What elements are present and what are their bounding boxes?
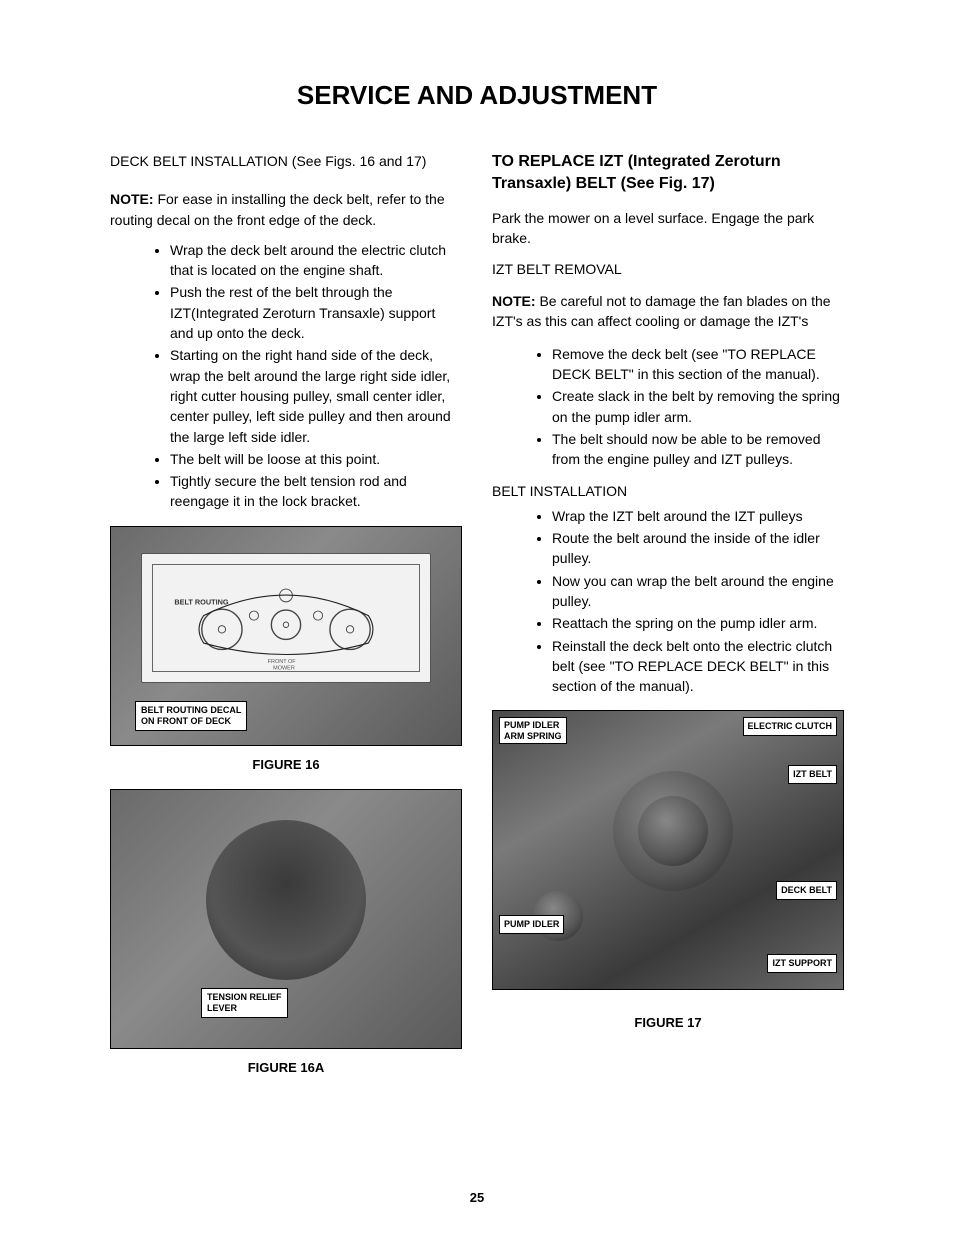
figure-17-image: PUMP IDLER ARM SPRING ELECTRIC CLUTCH IZ… [492, 710, 844, 990]
figure-17: PUMP IDLER ARM SPRING ELECTRIC CLUTCH IZ… [492, 710, 844, 1033]
bullet-item: Push the rest of the belt through the IZ… [170, 282, 462, 343]
bullet-item: Reattach the spring on the pump idler ar… [552, 613, 844, 633]
callout-pump-idler-arm-spring: PUMP IDLER ARM SPRING [499, 717, 567, 744]
deck-belt-install-heading: DECK BELT INSTALLATION (See Figs. 16 and… [110, 151, 462, 171]
figure-16a: TENSION RELIEF LEVER FIGURE 16A [110, 789, 462, 1078]
park-mower-para: Park the mower on a level surface. Engag… [492, 208, 844, 249]
two-column-layout: DECK BELT INSTALLATION (See Figs. 16 and… [110, 151, 844, 1087]
svg-text:MOWER: MOWER [273, 665, 295, 670]
note-text: Be careful not to damage the fan blades … [492, 293, 831, 329]
note-label: NOTE: [110, 191, 154, 207]
decal-inner: BELT ROUTING FRONT OF [152, 564, 420, 672]
page-number: 25 [0, 1190, 954, 1205]
izt-removal-heading: IZT BELT REMOVAL [492, 259, 844, 279]
tension-relief-line2: LEVER [207, 1003, 282, 1014]
belt-routing-decal: BELT ROUTING FRONT OF [141, 553, 431, 683]
belt-install-bullets: Wrap the IZT belt around the IZT pulleys… [492, 506, 844, 697]
bullet-item: Reinstall the deck belt onto the electri… [552, 636, 844, 697]
left-column: DECK BELT INSTALLATION (See Figs. 16 and… [110, 151, 462, 1087]
bullet-item: Now you can wrap the belt around the eng… [552, 571, 844, 612]
bullet-item: The belt should now be able to be remove… [552, 429, 844, 470]
decal-label-line1: BELT ROUTING DECAL [141, 705, 241, 716]
figure-16a-image: TENSION RELIEF LEVER [110, 789, 462, 1049]
figure-17-caption: FIGURE 17 [492, 1014, 844, 1033]
deck-belt-note: NOTE: For ease in installing the deck be… [110, 189, 462, 230]
belt-routing-diagram: BELT ROUTING FRONT OF [167, 579, 405, 671]
figure-16-caption: FIGURE 16 [110, 756, 462, 775]
bullet-item: The belt will be loose at this point. [170, 449, 462, 469]
callout-deck-belt: DECK BELT [776, 881, 837, 900]
belt-install-heading: BELT INSTALLATION [492, 481, 844, 501]
decal-label-line2: ON FRONT OF DECK [141, 716, 241, 727]
deck-housing [206, 820, 366, 980]
tension-relief-line1: TENSION RELIEF [207, 992, 282, 1003]
bullet-item: Route the belt around the inside of the … [552, 528, 844, 569]
callout-line: PUMP IDLER [504, 720, 562, 730]
note-label: NOTE: [492, 293, 536, 309]
figure-16a-caption: FIGURE 16A [110, 1059, 462, 1078]
callout-pump-idler: PUMP IDLER [499, 915, 564, 934]
note-text: For ease in installing the deck belt, re… [110, 191, 445, 227]
bullet-item: Create slack in the belt by removing the… [552, 386, 844, 427]
svg-text:BELT ROUTING: BELT ROUTING [174, 597, 229, 606]
figure-16-image: BELT ROUTING FRONT OF [110, 526, 462, 746]
bullet-item: Tightly secure the belt tension rod and … [170, 471, 462, 512]
tension-relief-label-box: TENSION RELIEF LEVER [201, 988, 288, 1018]
decal-label-box: BELT ROUTING DECAL ON FRONT OF DECK [135, 701, 247, 731]
figure-16: BELT ROUTING FRONT OF [110, 526, 462, 775]
izt-removal-bullets: Remove the deck belt (see "TO REPLACE DE… [492, 344, 844, 470]
deck-belt-bullets: Wrap the deck belt around the electric c… [110, 240, 462, 512]
bullet-item: Wrap the IZT belt around the IZT pulleys [552, 506, 844, 526]
izt-replace-title: TO REPLACE IZT (Integrated Zeroturn Tran… [492, 151, 844, 194]
inner-pulley [638, 796, 708, 866]
svg-text:FRONT OF: FRONT OF [268, 659, 297, 665]
callout-izt-belt: IZT BELT [788, 765, 837, 784]
callout-electric-clutch: ELECTRIC CLUTCH [743, 717, 838, 736]
bullet-item: Starting on the right hand side of the d… [170, 345, 462, 446]
bullet-item: Remove the deck belt (see "TO REPLACE DE… [552, 344, 844, 385]
izt-note: NOTE: Be careful not to damage the fan b… [492, 291, 844, 332]
bullet-item: Wrap the deck belt around the electric c… [170, 240, 462, 281]
right-column: TO REPLACE IZT (Integrated Zeroturn Tran… [492, 151, 844, 1087]
page-title: SERVICE AND ADJUSTMENT [110, 80, 844, 111]
callout-izt-support: IZT SUPPORT [767, 954, 837, 973]
callout-line: ARM SPRING [504, 731, 562, 741]
